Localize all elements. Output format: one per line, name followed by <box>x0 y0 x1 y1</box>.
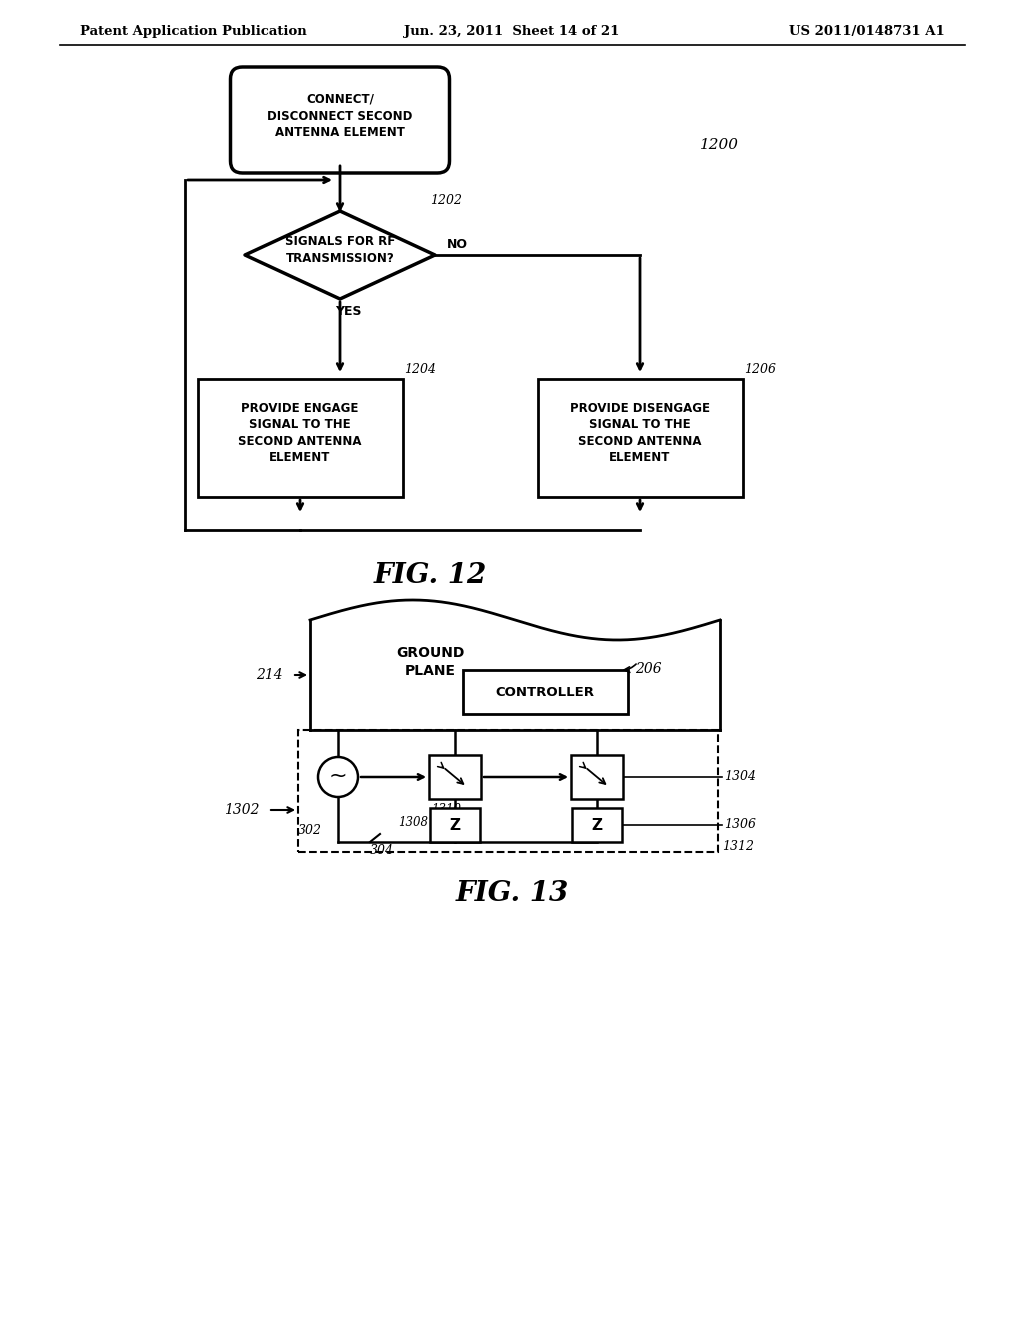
Bar <box>198 379 402 498</box>
Text: Patent Application Publication: Patent Application Publication <box>80 25 307 38</box>
Text: 1302: 1302 <box>224 803 260 817</box>
Text: SIGNALS FOR RF
TRANSMISSION?: SIGNALS FOR RF TRANSMISSION? <box>285 235 395 265</box>
Text: Z: Z <box>592 817 602 833</box>
Text: 302: 302 <box>298 824 322 837</box>
Bar <box>572 808 622 842</box>
Text: 1308: 1308 <box>398 817 428 829</box>
Text: 304: 304 <box>370 843 394 857</box>
Text: 1304: 1304 <box>724 771 756 784</box>
Text: CONNECT/
DISCONNECT SECOND
ANTENNA ELEMENT: CONNECT/ DISCONNECT SECOND ANTENNA ELEME… <box>267 92 413 139</box>
Text: US 2011/0148731 A1: US 2011/0148731 A1 <box>790 25 945 38</box>
Bar <box>538 379 742 498</box>
Polygon shape <box>245 211 435 300</box>
Text: 1310: 1310 <box>431 803 461 816</box>
Bar <box>571 755 623 799</box>
Text: Jun. 23, 2011  Sheet 14 of 21: Jun. 23, 2011 Sheet 14 of 21 <box>404 25 620 38</box>
Text: 214: 214 <box>256 668 283 682</box>
Text: CONTROLLER: CONTROLLER <box>496 685 595 698</box>
Text: 1200: 1200 <box>700 139 739 152</box>
Text: GROUND
PLANE: GROUND PLANE <box>396 645 464 678</box>
Circle shape <box>318 756 358 797</box>
Bar <box>298 730 718 851</box>
Text: YES: YES <box>335 305 361 318</box>
Text: FIG. 13: FIG. 13 <box>456 880 568 907</box>
Text: FIG. 12: FIG. 12 <box>374 562 486 589</box>
Text: PROVIDE DISENGAGE
SIGNAL TO THE
SECOND ANTENNA
ELEMENT: PROVIDE DISENGAGE SIGNAL TO THE SECOND A… <box>570 401 710 465</box>
FancyBboxPatch shape <box>230 67 450 173</box>
Text: 1312: 1312 <box>722 841 754 854</box>
Text: 1202: 1202 <box>430 194 462 207</box>
Text: 206: 206 <box>635 663 662 676</box>
Text: 1206: 1206 <box>744 363 776 376</box>
Text: 1306: 1306 <box>724 818 756 832</box>
Bar <box>463 671 628 714</box>
Text: PROVIDE ENGAGE
SIGNAL TO THE
SECOND ANTENNA
ELEMENT: PROVIDE ENGAGE SIGNAL TO THE SECOND ANTE… <box>239 401 361 465</box>
Text: Z: Z <box>450 817 461 833</box>
Bar <box>430 808 480 842</box>
Text: ~: ~ <box>329 766 347 785</box>
Text: 1204: 1204 <box>404 363 436 376</box>
Bar <box>429 755 481 799</box>
Text: NO: NO <box>447 239 468 252</box>
